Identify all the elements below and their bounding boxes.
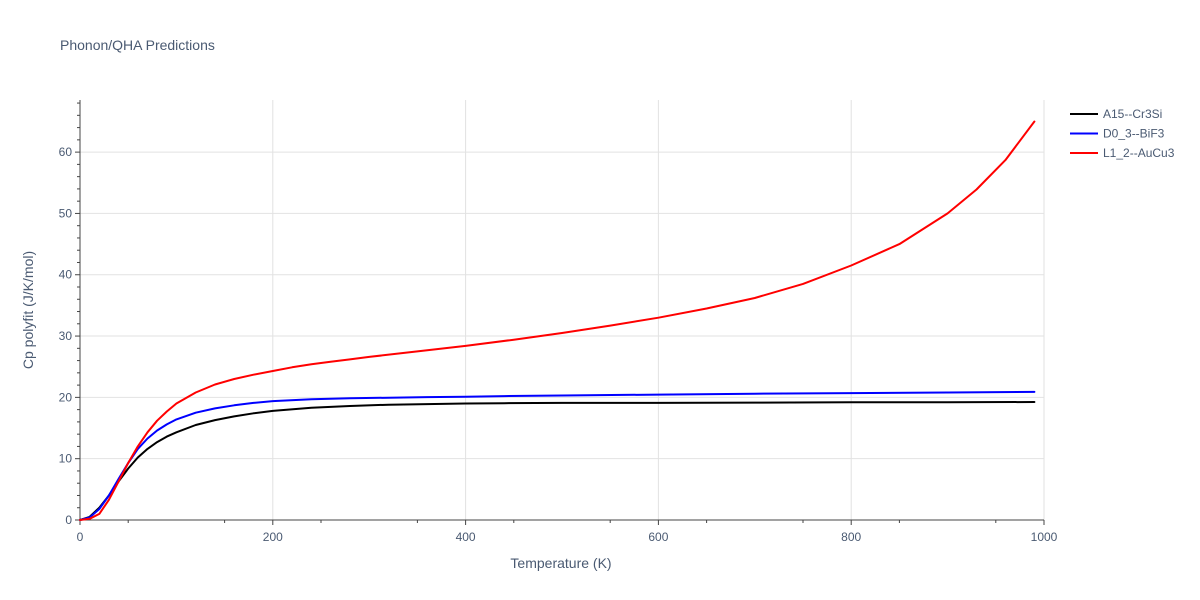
- grid: [80, 100, 1045, 520]
- y-tick-label: 0: [65, 513, 72, 527]
- y-tick-label: 20: [59, 390, 73, 404]
- x-tick-label: 600: [648, 530, 668, 544]
- y-tick-label: 50: [59, 206, 73, 220]
- y-tick-label: 30: [59, 329, 73, 343]
- series-line-0[interactable]: [79, 401, 1036, 521]
- chart-title: Phonon/QHA Predictions: [60, 37, 215, 53]
- x-axis-title: Temperature (K): [510, 555, 611, 571]
- y-tick-label: 60: [59, 145, 73, 159]
- y-tick-label: 40: [59, 268, 73, 282]
- legend-label[interactable]: L1_2--AuCu3: [1103, 146, 1175, 160]
- x-tick-label: 400: [456, 530, 476, 544]
- x-tick-label: 200: [263, 530, 283, 544]
- x-tick-label: 1000: [1031, 530, 1058, 544]
- legend-label[interactable]: D0_3--BiF3: [1103, 127, 1165, 141]
- x-tick-label: 0: [77, 530, 84, 544]
- series-line-2[interactable]: [79, 120, 1036, 521]
- legend: A15--Cr3Si D0_3--BiF3 L1_2--AuCu3: [1070, 107, 1175, 160]
- y-tick-label: 10: [59, 452, 73, 466]
- axes: 0 200 400 600 800 1000 0 10 20 30 40 50 60: [59, 100, 1058, 544]
- y-axis-title: Cp polyfit (J/K/mol): [20, 251, 36, 369]
- legend-label[interactable]: A15--Cr3Si: [1103, 107, 1162, 121]
- series-lines: [79, 120, 1036, 521]
- series-line-1[interactable]: [79, 390, 1036, 521]
- x-tick-label: 800: [841, 530, 861, 544]
